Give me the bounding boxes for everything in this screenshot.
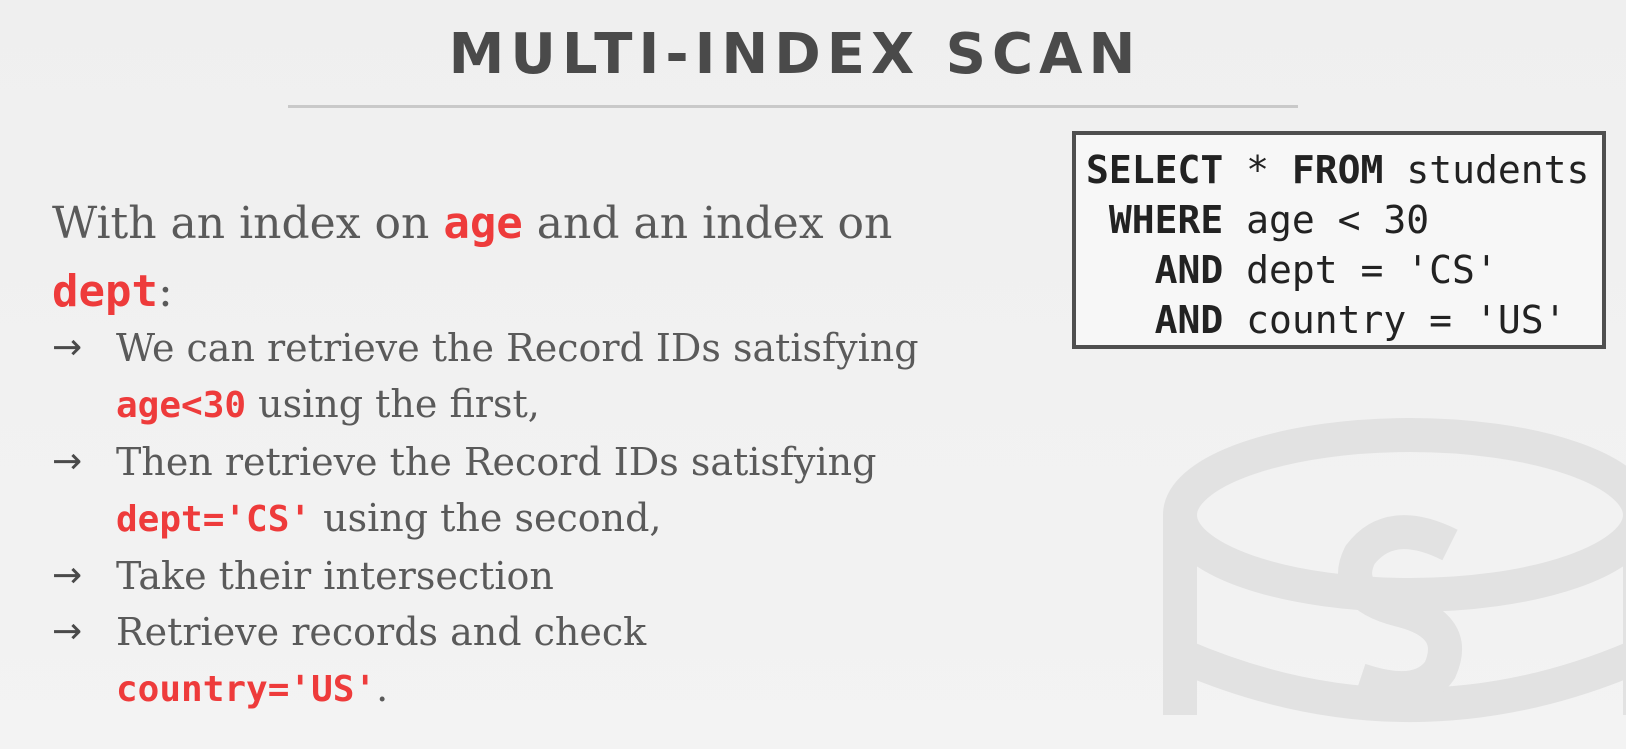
sql-keyword: FROM bbox=[1291, 148, 1384, 192]
keyword-age: age bbox=[443, 198, 523, 249]
sql-text: students bbox=[1383, 148, 1590, 192]
keyword-dept: dept bbox=[52, 266, 158, 317]
bullet-keyword: country='US' bbox=[116, 669, 377, 710]
sql-line-4: AND country = 'US' bbox=[1086, 295, 1592, 345]
arrow-right-icon: → bbox=[52, 327, 83, 368]
page-title: MULTI-INDEX SCAN bbox=[448, 22, 1142, 87]
bullet-text: We can retrieve the Record IDs satisfyin… bbox=[116, 326, 919, 370]
intro-text: With an index on age and an index on dep… bbox=[52, 190, 972, 326]
title-divider bbox=[288, 105, 1298, 108]
intro-part2: and an index on bbox=[522, 198, 893, 249]
sql-line-3: AND dept = 'CS' bbox=[1086, 245, 1592, 295]
sql-indent bbox=[1086, 198, 1109, 242]
sql-keyword: AND bbox=[1154, 298, 1224, 342]
list-item: → Then retrieve the Record IDs satisfyin… bbox=[52, 434, 1052, 548]
list-item: → We can retrieve the Record IDs satisfy… bbox=[52, 320, 1052, 434]
bullet-after: using the second, bbox=[311, 496, 662, 540]
sql-text: * bbox=[1223, 148, 1292, 192]
sql-query-box: SELECT * FROM students WHERE age < 30 AN… bbox=[1072, 131, 1606, 349]
sql-keyword: AND bbox=[1154, 248, 1224, 292]
sql-text: age < 30 bbox=[1223, 198, 1430, 242]
sql-keyword: WHERE bbox=[1108, 198, 1224, 242]
intro-part1: With an index on bbox=[52, 198, 444, 249]
bullet-keyword: dept='CS' bbox=[116, 499, 312, 540]
sql-keyword: SELECT bbox=[1086, 148, 1224, 192]
sql-text: dept = 'CS' bbox=[1223, 248, 1498, 292]
bullet-text: Then retrieve the Record IDs satisfying bbox=[116, 440, 877, 484]
sql-text: country = 'US' bbox=[1223, 298, 1567, 342]
arrow-right-icon: → bbox=[52, 441, 83, 482]
bullet-text: Take their intersection bbox=[116, 554, 554, 598]
bullet-after: using the first, bbox=[246, 382, 540, 426]
list-item: → Retrieve records and check country='US… bbox=[52, 604, 1052, 718]
bullet-after: . bbox=[376, 666, 389, 710]
arrow-right-icon: → bbox=[52, 555, 83, 596]
bullet-text: Retrieve records and check bbox=[116, 610, 647, 654]
bullet-keyword: age<30 bbox=[116, 385, 247, 426]
sql-indent bbox=[1086, 298, 1155, 342]
sql-line-1: SELECT * FROM students bbox=[1086, 145, 1592, 195]
intro-part3: : bbox=[157, 266, 173, 317]
arrow-right-icon: → bbox=[52, 611, 83, 652]
sql-indent bbox=[1086, 248, 1155, 292]
sql-line-2: WHERE age < 30 bbox=[1086, 195, 1592, 245]
database-logo-icon bbox=[1163, 418, 1626, 722]
bullet-list: → We can retrieve the Record IDs satisfy… bbox=[52, 320, 1052, 718]
list-item: → Take their intersection bbox=[52, 548, 1052, 604]
